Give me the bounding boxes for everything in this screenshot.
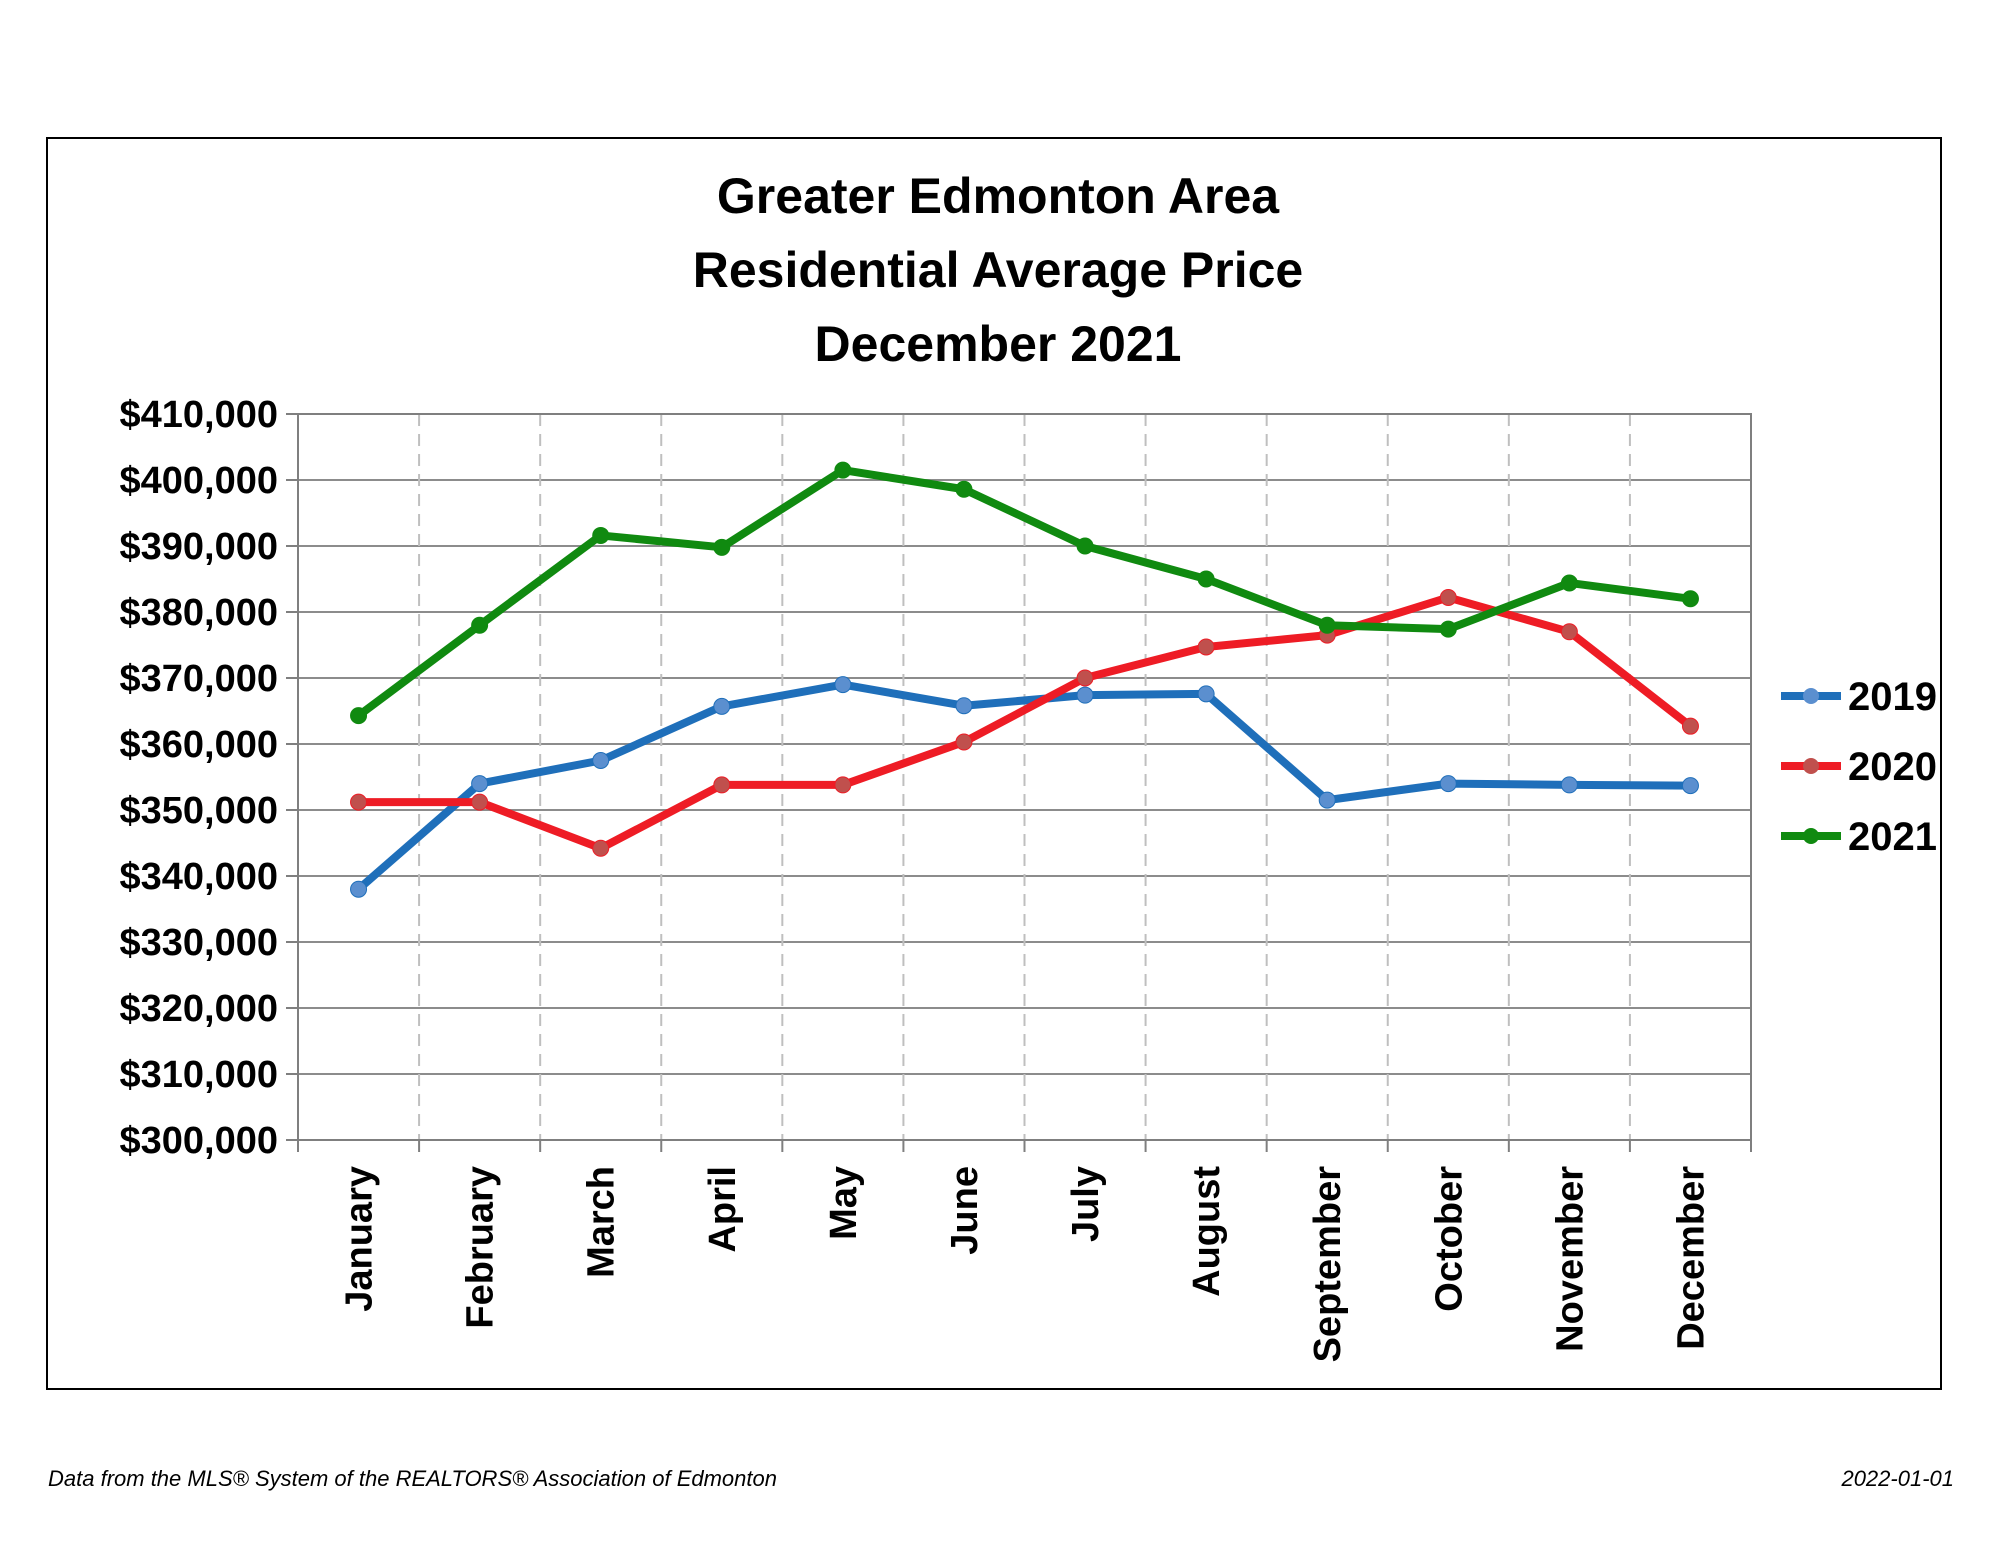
series-line <box>354 680 1695 894</box>
data-point <box>471 775 489 793</box>
x-tick-label: April <box>702 1166 744 1253</box>
date-note: 2022-01-01 <box>1841 1466 1954 1491</box>
data-point <box>955 480 973 498</box>
data-point <box>955 697 973 715</box>
series-2019 <box>350 676 1699 898</box>
data-point <box>350 880 368 898</box>
chart-title-line-3: December 2021 <box>815 316 1182 372</box>
data-point <box>350 793 368 811</box>
data-point <box>1439 588 1457 606</box>
y-tick-label: $350,000 <box>120 790 279 832</box>
y-tick-label: $300,000 <box>120 1120 279 1162</box>
data-point <box>1076 537 1094 555</box>
x-tick-label: July <box>1065 1166 1107 1242</box>
series-line <box>354 466 1695 720</box>
data-point <box>1560 623 1578 641</box>
y-tick-label: $310,000 <box>120 1054 279 1096</box>
x-tick-label: December <box>1670 1166 1712 1350</box>
y-tick-label: $380,000 <box>120 592 279 634</box>
legend-label: 2019 <box>1848 675 1937 719</box>
x-tick-label: November <box>1549 1166 1591 1352</box>
data-point <box>471 793 489 811</box>
legend-swatch-marker <box>1803 688 1819 704</box>
data-point <box>1197 638 1215 656</box>
data-point <box>713 538 731 556</box>
series-2021 <box>350 461 1699 725</box>
data-point <box>955 733 973 751</box>
data-point <box>713 776 731 794</box>
data-point <box>1681 590 1699 608</box>
data-point <box>1197 685 1215 703</box>
data-point <box>1318 791 1336 809</box>
y-tick-label: $340,000 <box>120 856 279 898</box>
plot-area: $300,000 $310,000 $320,000 $330,000 $340,000… <box>120 394 1752 1362</box>
x-tick-label: August <box>1186 1166 1228 1297</box>
chart-title-line-2: Residential Average Price <box>693 242 1303 298</box>
data-point <box>1197 570 1215 588</box>
data-point <box>592 752 610 769</box>
data-point <box>834 461 852 479</box>
y-tick-label: $410,000 <box>120 394 279 436</box>
data-point <box>1439 620 1457 638</box>
x-tick-label: May <box>823 1166 865 1240</box>
data-point <box>713 697 731 715</box>
data-point <box>1318 616 1336 634</box>
x-tick-label: September <box>1307 1166 1349 1363</box>
chart-frame: Greater Edmonton Area Residential Averag… <box>46 137 1942 1390</box>
x-tick-label: February <box>460 1166 502 1329</box>
y-tick-label: $360,000 <box>120 724 279 766</box>
chart-title-line-1: Greater Edmonton Area <box>717 168 1280 224</box>
data-point <box>1681 777 1699 795</box>
legend-swatch-marker <box>1803 758 1819 774</box>
x-tick-label: March <box>581 1166 623 1278</box>
y-tick-label: $330,000 <box>120 922 279 964</box>
plot-border <box>297 413 1752 1141</box>
x-tick-label: January <box>339 1166 381 1312</box>
y-tick-label: $400,000 <box>120 460 279 502</box>
legend-label: 2021 <box>1848 815 1937 859</box>
series-2020 <box>350 588 1699 857</box>
x-tick-label: June <box>944 1166 986 1255</box>
data-point <box>592 839 610 857</box>
data-point <box>1076 669 1094 687</box>
series-line <box>354 593 1695 853</box>
data-point <box>834 676 852 694</box>
data-point <box>1681 717 1699 735</box>
data-point <box>1560 574 1578 592</box>
data-point <box>834 776 852 794</box>
y-tick-label: $320,000 <box>120 988 279 1030</box>
chart-svg: Greater Edmonton Area Residential Averag… <box>120 168 1937 1362</box>
legend: 2019 2020 2021 <box>1781 675 1937 859</box>
legend-label: 2020 <box>1848 745 1937 789</box>
y-tick-label: $390,000 <box>120 526 279 568</box>
data-point <box>1560 776 1578 794</box>
data-point <box>350 707 368 725</box>
legend-swatch-marker <box>1803 828 1819 844</box>
data-point <box>1076 686 1094 704</box>
y-tick-label: $370,000 <box>120 658 279 700</box>
source-note: Data from the MLS® System of the REALTOR… <box>48 1466 777 1491</box>
data-point <box>592 526 610 544</box>
x-tick-label: October <box>1428 1166 1470 1312</box>
data-point <box>471 616 489 634</box>
data-point <box>1439 775 1457 793</box>
